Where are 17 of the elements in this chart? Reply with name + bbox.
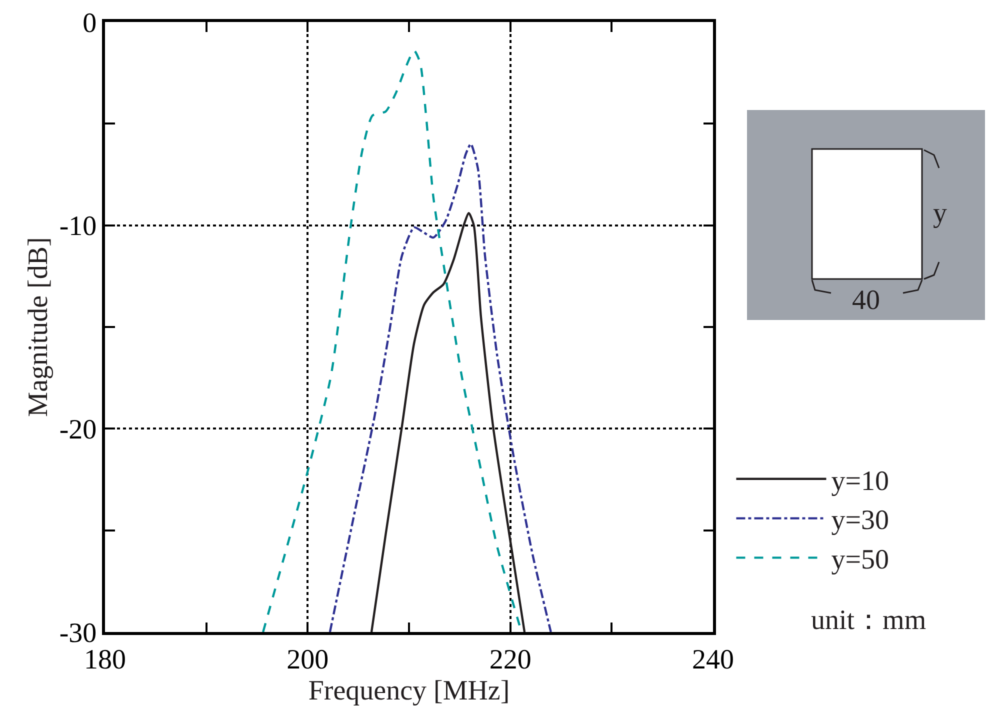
legend-label: y=50 — [831, 544, 890, 576]
legend-label: y=10 — [831, 466, 890, 497]
line-series — [370, 212, 526, 632]
line-series — [328, 142, 552, 632]
x-tick-label: 200 — [286, 644, 329, 676]
text: unit：mm — [811, 605, 926, 636]
y-tick-label: -20 — [59, 414, 97, 446]
y-tick-label: -10 — [59, 211, 97, 242]
text: 40 — [852, 285, 880, 316]
x-axis-title: Frequency [MHz] — [308, 675, 510, 706]
y-tick-label: 0 — [82, 8, 97, 39]
x-tick-label: 240 — [692, 644, 734, 676]
legend-label: y=30 — [831, 505, 890, 536]
text: y — [933, 198, 947, 229]
line-series — [262, 49, 523, 632]
x-tick-label: 220 — [489, 644, 532, 676]
y-axis-title: Magnitude [dB] — [23, 237, 54, 417]
